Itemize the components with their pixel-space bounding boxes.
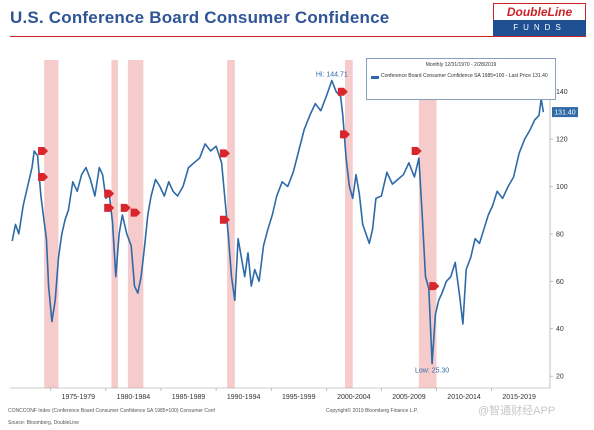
y-tick-label-80: 80	[556, 231, 564, 238]
recession-band-2	[127, 60, 144, 388]
recession-band-5	[418, 60, 437, 388]
chart-title: U.S. Conference Board Consumer Confidenc…	[10, 8, 390, 27]
event-marker-9	[340, 130, 351, 139]
low-annotation: Low: 25.30	[415, 368, 449, 375]
event-marker-0	[38, 146, 49, 155]
legend-entry: Conference Board Consumer Confidence SA …	[381, 73, 548, 79]
legend-swatch	[371, 76, 379, 79]
y-tick-label-140: 140	[556, 89, 568, 96]
doubleline-logo: DoubleLine FUNDS	[493, 3, 586, 36]
x-tick-label-3: 1990-1994	[227, 394, 261, 401]
event-marker-1	[38, 173, 49, 182]
recession-band-0	[44, 60, 59, 388]
event-marker-8	[337, 87, 348, 96]
copyright-note: Copyright© 2019 Bloomberg Finance L.P.	[326, 408, 418, 414]
recession-band-4	[345, 60, 353, 388]
last-price-label: 131.40	[554, 110, 576, 117]
logo-subtext: FUNDS	[493, 20, 586, 36]
title-divider	[10, 36, 586, 37]
high-annotation: Hi: 144.71	[316, 72, 348, 79]
event-marker-2	[104, 189, 115, 198]
y-tick-label-120: 120	[556, 137, 568, 144]
index-footnote: CONCCONF Index (Conference Board Consume…	[8, 408, 215, 414]
x-tick-label-5: 2000-2004	[337, 394, 371, 401]
y-tick-label-100: 100	[556, 184, 568, 191]
x-tick-label-8: 2015-2019	[502, 394, 536, 401]
last-price-tag	[552, 107, 578, 118]
x-tick-label-1: 1980-1984	[117, 394, 151, 401]
event-marker-11	[429, 282, 440, 291]
event-marker-7	[219, 215, 230, 224]
consumer-confidence-line	[11, 79, 545, 365]
consumer-confidence-chart: 20 40 60 80 100 120 140 1975-1979 1980-1984 1985-…	[10, 60, 578, 401]
event-marker-6	[219, 149, 230, 158]
recession-band-3	[227, 60, 235, 388]
y-tick-label-60: 60	[556, 279, 564, 286]
legend-date-range: Monthly 12/31/1970 - 2/28/2019	[425, 62, 497, 68]
recession-band-1	[111, 60, 118, 388]
y-tick-label-20: 20	[556, 374, 564, 381]
watermark: @智通财经APP	[478, 405, 556, 417]
x-tick-label-2: 1985-1989	[172, 394, 206, 401]
legend: Monthly 12/31/1970 - 2/28/2019 Conferenc…	[366, 58, 556, 100]
event-marker-10	[411, 146, 422, 155]
source-note: Source: Bloomberg, DoubleLine	[8, 420, 79, 426]
logo-wordmark: DoubleLine	[493, 3, 586, 20]
x-tick-label-4: 1995-1999	[282, 394, 316, 401]
x-tick-label-0: 1975-1979	[62, 394, 96, 401]
event-marker-5	[130, 208, 141, 217]
event-marker-4	[120, 203, 131, 212]
event-marker-3	[104, 203, 115, 212]
x-tick-label-7: 2010-2014	[447, 394, 481, 401]
y-tick-label-40: 40	[556, 326, 564, 333]
x-tick-label-6: 2005-2009	[392, 394, 426, 401]
